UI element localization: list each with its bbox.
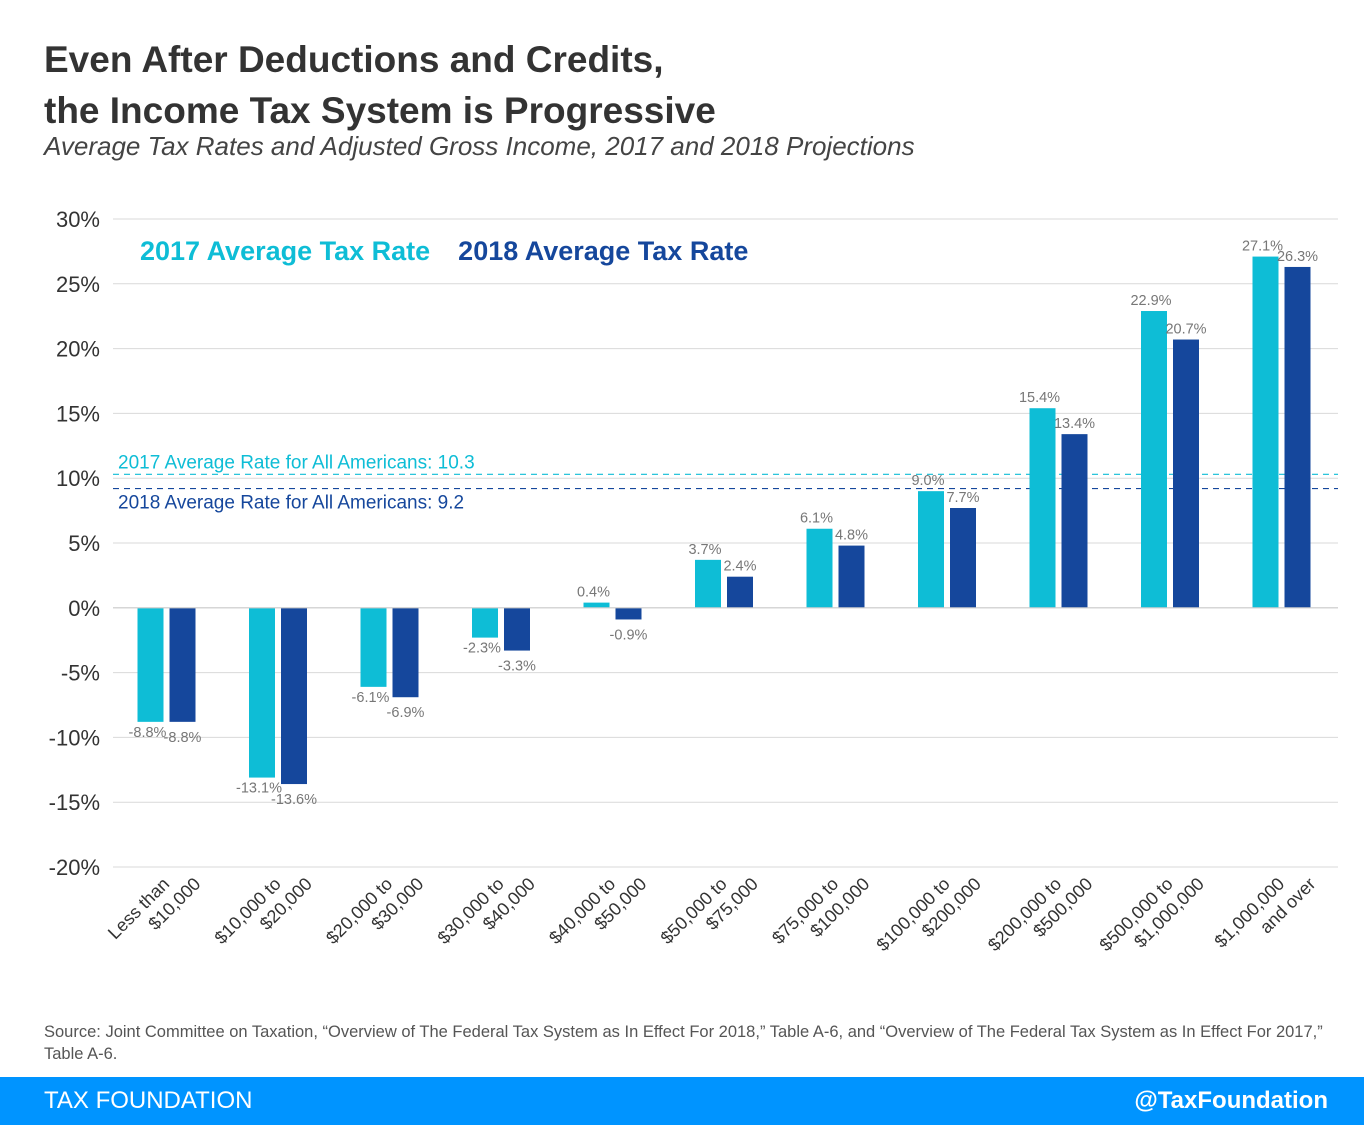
reference-line-label: 2017 Average Rate for All Americans: 10.… <box>118 452 475 473</box>
data-label: 22.9% <box>1130 293 1171 309</box>
data-label: -6.9% <box>387 705 425 721</box>
bar-chart: 30% 25% 20% 15% 10% 5% 0% -5% -10% -15% -20% 2017 A… <box>49 207 1338 970</box>
bar-2017 <box>137 607 164 722</box>
data-label: -13.6% <box>271 792 317 808</box>
x-tick-label: $10,000 to$20,000 <box>211 858 316 963</box>
data-label: 9.0% <box>911 473 944 489</box>
data-label: -8.8% <box>129 725 167 741</box>
y-tick-label: 10% <box>56 466 100 491</box>
x-tick-label: $40,000 to$50,000 <box>545 858 650 963</box>
y-tick-label: 20% <box>56 337 100 362</box>
bar-2017 <box>583 602 610 608</box>
y-tick-label: -10% <box>49 725 100 750</box>
bar-2017 <box>1141 311 1167 608</box>
y-tick-label: 15% <box>56 401 100 426</box>
x-tick-label: $30,000 to$40,000 <box>434 858 539 963</box>
bar-2018 <box>281 607 307 785</box>
title-line-1: Even After Deductions and Credits, <box>44 39 664 80</box>
x-tick-label: $20,000 to$30,000 <box>322 858 427 963</box>
bar-2018 <box>392 607 419 698</box>
data-label: 0.4% <box>577 585 610 601</box>
bar-2018 <box>950 508 976 608</box>
data-label: 26.3% <box>1277 249 1318 265</box>
y-tick-label: -20% <box>49 855 100 880</box>
title-line-2: the Income Tax System is Progressive <box>44 90 716 131</box>
data-label: -8.8% <box>164 730 202 746</box>
chart-subtitle: Average Tax Rates and Adjusted Gross Inc… <box>44 131 915 161</box>
data-label: 4.8% <box>835 528 868 544</box>
source-note: Source: Joint Committee on Taxation, “Ov… <box>44 1023 1323 1063</box>
bar-2018 <box>1284 266 1311 608</box>
data-label: -3.3% <box>498 659 536 675</box>
bar-2018 <box>1061 434 1088 608</box>
data-label: 20.7% <box>1165 322 1206 338</box>
bar-2017 <box>1029 408 1056 608</box>
legend-2018: 2018 Average Tax Rate <box>458 236 748 266</box>
y-tick-label: 0% <box>68 596 100 621</box>
chart-title: Even After Deductions and Credits, the I… <box>44 34 716 136</box>
data-label: 7.7% <box>946 490 979 506</box>
data-label: 13.4% <box>1054 416 1095 432</box>
bar-2018 <box>1173 339 1199 608</box>
footer-brand: TAX FOUNDATION <box>44 1087 253 1114</box>
x-tick-label: $500,000 to$1,000,000 <box>1095 858 1207 970</box>
bar-2017 <box>806 528 833 608</box>
data-label: -13.1% <box>236 781 282 797</box>
bar-2017 <box>472 607 498 638</box>
footer-bar: TAX FOUNDATION @TaxFoundation <box>0 1077 1364 1125</box>
y-tick-label: -5% <box>61 661 100 686</box>
bar-2018 <box>838 545 865 608</box>
bar-2018 <box>727 576 753 608</box>
bar-2018 <box>615 607 642 620</box>
legend-2017: 2017 Average Tax Rate <box>140 236 430 266</box>
bar-2017 <box>1252 256 1279 608</box>
x-tick-label: $200,000 to$500,000 <box>984 858 1096 970</box>
x-tick-label: $1,000,000and over <box>1210 858 1319 967</box>
data-label: 2.4% <box>723 559 756 575</box>
footer-handle: @TaxFoundation <box>1134 1087 1328 1114</box>
reference-line-label: 2018 Average Rate for All Americans: 9.2 <box>118 493 464 514</box>
y-tick-label: 30% <box>56 207 100 232</box>
data-label: -2.3% <box>463 641 501 657</box>
data-label: -0.9% <box>610 627 648 643</box>
data-label: 15.4% <box>1019 390 1060 406</box>
y-tick-label: -15% <box>49 790 100 815</box>
x-tick-label: Less than$10,000 <box>104 858 204 958</box>
bar-2017 <box>695 559 721 608</box>
y-tick-label: 5% <box>68 531 100 556</box>
data-label: 27.1% <box>1242 239 1283 255</box>
x-tick-label: $100,000 to$200,000 <box>872 858 984 970</box>
data-label: 3.7% <box>688 542 721 558</box>
bar-2018 <box>169 607 196 722</box>
bar-2018 <box>504 607 530 651</box>
y-tick-label: 25% <box>56 272 100 297</box>
x-tick-label: $50,000 to$75,000 <box>657 858 762 963</box>
bar-2017 <box>918 491 944 608</box>
x-tick-label: $75,000 to$100,000 <box>768 858 873 963</box>
bar-2017 <box>249 607 275 778</box>
data-label: 6.1% <box>800 511 833 527</box>
data-label: -6.1% <box>352 690 390 706</box>
bar-2017 <box>360 607 387 687</box>
